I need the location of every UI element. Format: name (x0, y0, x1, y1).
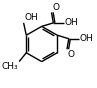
Text: OH: OH (80, 34, 94, 43)
Text: OH: OH (25, 13, 38, 22)
Text: O: O (68, 50, 75, 59)
Text: OH: OH (65, 18, 78, 27)
Text: O: O (52, 3, 59, 12)
Text: CH₃: CH₃ (2, 62, 18, 71)
